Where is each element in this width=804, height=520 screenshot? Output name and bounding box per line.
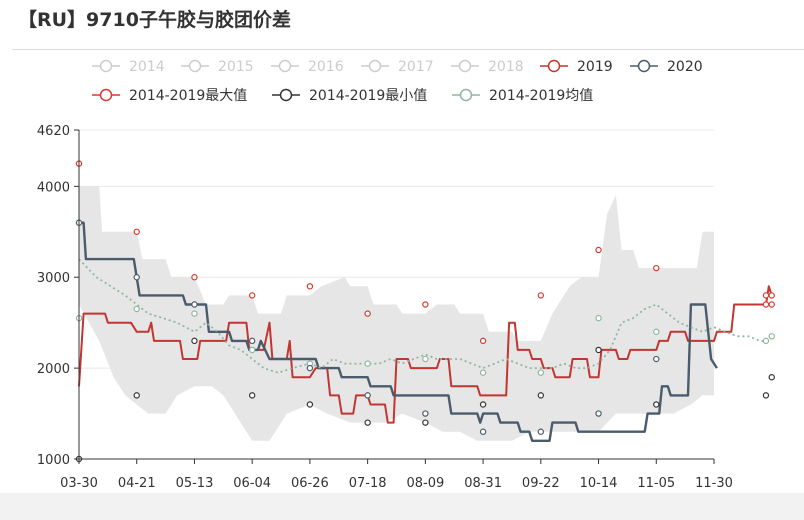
marker-2020 [422,410,429,417]
marker-max [595,246,602,254]
legend-item-label[interactable]: 2017 [398,59,434,75]
legend-symbol-marker[interactable] [99,88,113,102]
legend-symbol-marker[interactable] [99,59,113,73]
marker-min [479,401,487,408]
legend-item-label[interactable]: 2019 [577,59,613,75]
marker-avg [191,310,198,317]
marker-min [133,392,140,399]
marker-avg [595,314,602,322]
marker-min [422,419,429,426]
marker-avg [768,333,775,340]
legend-item-label[interactable]: 2014 [129,59,165,75]
y-tick-label: 4620 [37,124,70,139]
x-tick-label: 04-21 [118,476,156,491]
marker-max [306,283,314,290]
y-tick-label: 2000 [37,362,70,377]
legend-item-label[interactable]: 2014-2019均值 [489,88,593,104]
marker-max [133,228,140,235]
x-tick-label: 07-18 [349,476,387,491]
marker-max [768,301,775,308]
x-tick-label: 03-30 [60,476,98,491]
legend-item-label[interactable]: 2015 [218,59,254,75]
marker-2020 [248,337,256,345]
marker-2020 [653,355,660,363]
marker-min [653,401,660,408]
title-divider [12,49,804,50]
marker-min [364,419,371,426]
marker-avg [537,369,545,376]
marker-2020 [364,392,371,399]
legend-symbol-marker[interactable] [278,59,292,73]
marker-min [768,374,775,381]
marker-2020 [306,364,314,372]
legend-item-label[interactable]: 2014-2019最小值 [309,88,427,104]
x-tick-label: 09-22 [522,476,560,491]
legend-symbol-marker[interactable] [547,59,561,73]
marker-avg [653,328,660,335]
marker-max [479,337,487,345]
legend-item-label[interactable]: 2018 [488,59,524,75]
y-tick-label: 4000 [37,180,70,195]
legend-symbol-marker[interactable] [459,88,473,102]
marker-max [248,292,256,299]
range-band [79,186,714,441]
legend-symbol-marker[interactable] [188,59,202,73]
marker-avg [422,355,429,363]
marker-min [248,392,256,399]
chart-title: 【RU】9710子午胶与胶团价差 [18,9,291,31]
marker-min [537,392,545,399]
marker-2020 [479,428,487,435]
y-tick-label: 3000 [37,271,70,286]
marker-max [537,292,545,299]
marker-max [762,301,770,308]
marker-avg [364,360,371,367]
legend-item-label[interactable]: 2016 [308,59,344,75]
x-tick-label: 08-09 [406,476,444,491]
legend-symbol-marker[interactable] [637,59,651,73]
x-tick-label: 05-13 [176,476,214,491]
x-tick-label: 06-26 [291,476,329,491]
series-line-2014-2019均值 [78,258,772,374]
marker-min [762,392,770,399]
marker-max [762,292,770,299]
marker-2020 [133,274,140,281]
marker-avg [479,369,487,376]
marker-min [306,401,314,408]
legend-item-label[interactable]: 2014-2019最大值 [129,88,247,104]
series-line-2020 [79,221,718,442]
y-tick-label: 1000 [37,453,70,468]
marker-max [768,292,775,299]
marker-avg [762,337,770,345]
marker-min [595,346,602,354]
marker-max [191,274,198,281]
marker-avg [133,305,140,313]
marker-max [653,264,660,272]
marker-max [364,310,371,317]
legend-symbol-marker[interactable] [368,59,382,73]
bottom-band [0,493,804,520]
legend-item-label[interactable]: 2020 [667,59,703,75]
x-tick-label: 08-31 [464,476,502,491]
marker-2020 [191,301,198,308]
x-tick-label: 10-14 [580,476,618,491]
x-tick-label: 06-04 [233,476,271,491]
legend-symbol-marker[interactable] [279,88,293,102]
legend-symbol-marker[interactable] [458,59,472,73]
marker-max [422,301,429,308]
marker-2020 [537,428,545,435]
series-line-2019 [78,285,773,424]
x-tick-label: 11-30 [695,476,733,491]
marker-2020 [595,410,602,417]
marker-avg [248,346,256,354]
marker-min [191,337,198,345]
x-tick-label: 11-05 [637,476,675,491]
